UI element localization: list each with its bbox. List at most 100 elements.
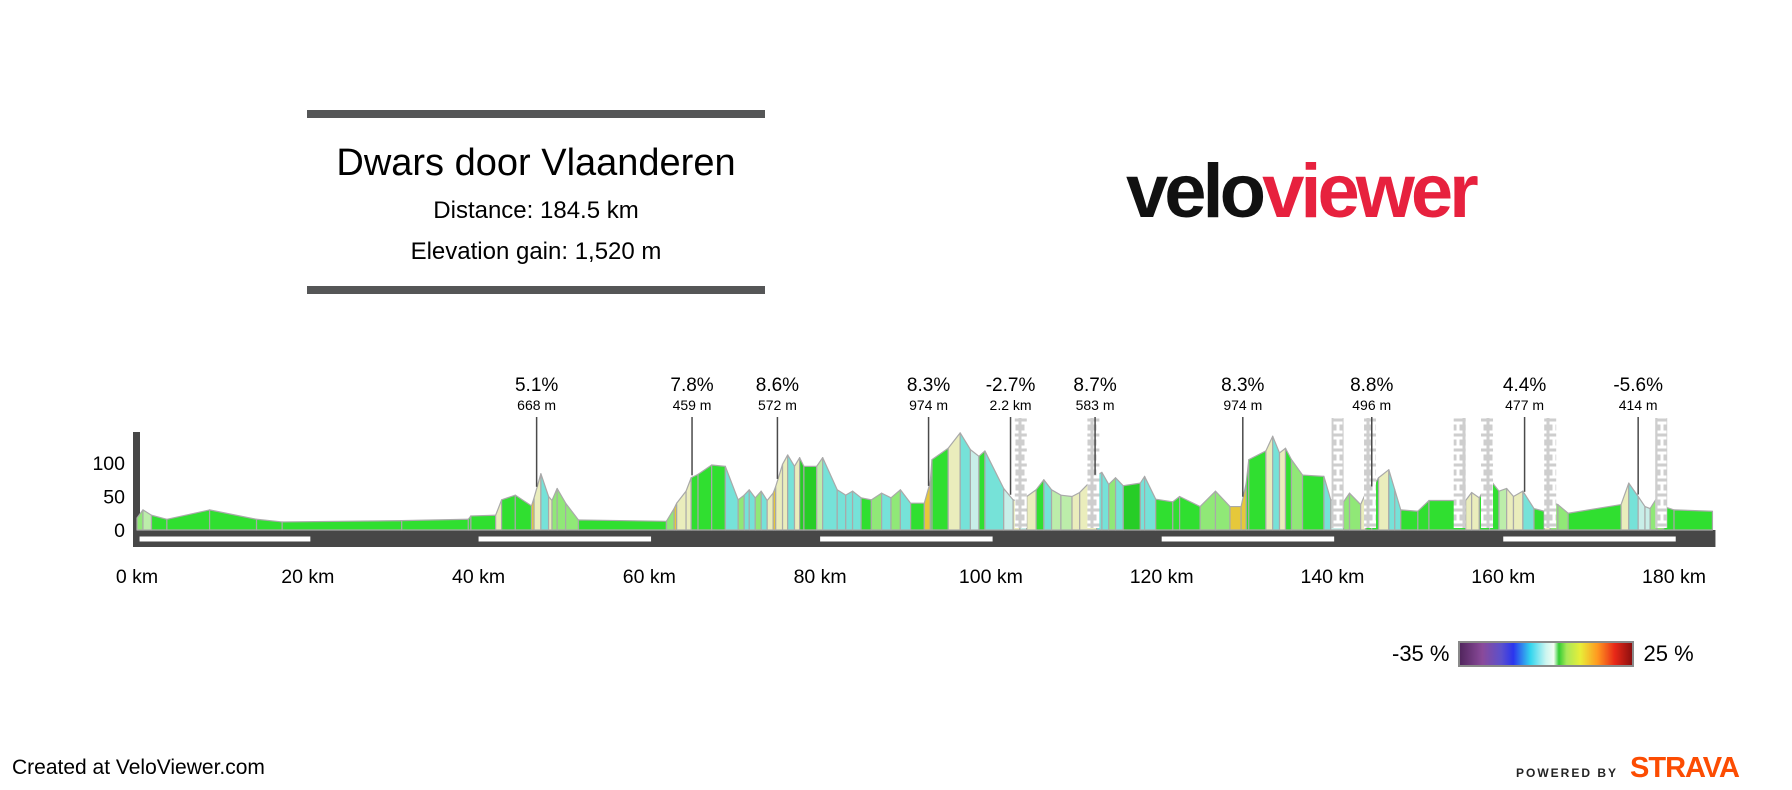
distance-marker-bar (139, 536, 311, 542)
profile-segment (1172, 495, 1181, 531)
profile-segment (1471, 491, 1480, 531)
powered-by-strava: POWERED BY STRAVA (1516, 752, 1740, 785)
profile-segment (1394, 489, 1402, 531)
climb-length-label: 974 m (909, 397, 948, 413)
profile-segment (1026, 489, 1037, 531)
title-block: Dwars door Vlaanderen Distance: 184.5 km… (307, 110, 765, 294)
distance-marker-bar (820, 536, 993, 542)
climb-gradient-label: 8.6% (756, 375, 799, 396)
profile-segment (1644, 505, 1651, 531)
x-axis-tick-label: 120 km (1130, 566, 1194, 588)
veloviewer-logo: veloviewer (1126, 154, 1479, 230)
profile-segment (845, 490, 854, 531)
profile-segment (781, 454, 789, 531)
y-axis-tick-label: 0 (114, 520, 125, 542)
profile-segment (890, 489, 901, 531)
profile-segment (1060, 494, 1073, 531)
profile-segment (208, 509, 258, 531)
profile-segment (899, 489, 912, 531)
profile-segment (860, 497, 872, 531)
profile-segment (540, 473, 550, 531)
title-divider-bottom (307, 286, 765, 294)
profile-segment (1108, 477, 1117, 531)
climb-gradient-label: 5.1% (515, 375, 558, 396)
y-axis-tick-label: 100 (92, 453, 125, 475)
profile-segment (959, 432, 972, 531)
profile-segment (881, 492, 892, 531)
profile-segment (978, 450, 986, 531)
elevation-gain-text: Elevation gain: 1,520 m (410, 238, 662, 265)
profile-segment (1673, 509, 1714, 531)
climb-gradient-label: 8.3% (907, 375, 950, 396)
profile-segment (690, 473, 699, 531)
profile-segment (255, 518, 283, 531)
cobble-sector-icon (1087, 418, 1100, 528)
profile-segment (1272, 435, 1281, 531)
climb-length-label: 974 m (1223, 397, 1262, 413)
x-axis-tick-label: 20 km (281, 566, 334, 588)
climb-length-label: 668 m (517, 397, 556, 413)
climb-length-label: 2.2 km (990, 397, 1032, 413)
profile-segment (737, 494, 745, 531)
logo-viewer-text: viewer (1262, 149, 1479, 234)
profile-segment (565, 502, 580, 531)
x-axis-tick-label: 100 km (959, 566, 1023, 588)
profile-segment (947, 432, 961, 531)
climb-gradient-label: -2.7% (986, 375, 1036, 396)
profile-segment (1071, 491, 1081, 531)
profile-segment (743, 489, 750, 531)
profile-segment (1240, 482, 1247, 531)
profile-segment (1301, 474, 1325, 531)
profile-segment (1144, 475, 1157, 531)
x-axis-tick-label: 140 km (1300, 566, 1364, 588)
profile-segment (150, 514, 168, 531)
climb-gradient-label: 8.7% (1073, 375, 1116, 396)
climb-length-label: 496 m (1352, 397, 1391, 413)
x-axis-tick-label: 80 km (794, 566, 847, 588)
profile-segment (1342, 492, 1351, 531)
profile-segment (984, 450, 1005, 531)
profile-segment (754, 490, 762, 531)
cobble-sector-icon (1364, 418, 1377, 528)
profile-segment (816, 457, 824, 531)
profile-segment (748, 489, 756, 531)
profile-segment (799, 457, 805, 531)
profile-segment (1323, 475, 1332, 531)
profile-segment (1465, 491, 1473, 531)
profile-segment (1248, 450, 1267, 531)
legend-min-label: -35 % (1392, 641, 1450, 666)
chart-root: 5.1%668 m7.8%459 m8.6%572 m8.3%974 m-2.7… (92, 375, 1716, 588)
profile-segment (724, 465, 739, 531)
profile-segment (166, 509, 211, 531)
strava-logo-text: STRAVA (1630, 752, 1740, 784)
profile-segment (1506, 487, 1515, 531)
profile-segment (1003, 487, 1014, 531)
powered-by-text: POWERED BY (1516, 766, 1619, 780)
profile-segment (793, 457, 801, 531)
profile-segment (1114, 477, 1124, 531)
x-axis-tick-label: 60 km (623, 566, 676, 588)
climb-gradient-label: 8.8% (1350, 375, 1393, 396)
climb-gradient-label: 4.4% (1503, 375, 1546, 396)
profile-segment (1050, 489, 1062, 531)
profile-segment (551, 487, 558, 531)
profile-segment (1290, 459, 1304, 531)
profile-segment (1533, 507, 1545, 531)
profile-segment (514, 494, 533, 531)
profile-segment (1620, 482, 1630, 531)
distance-marker-bar (1503, 536, 1676, 542)
profile-segment (1122, 482, 1141, 531)
profile-segment (685, 477, 692, 531)
profile-segment (766, 492, 774, 531)
profile-segment (401, 518, 469, 531)
cobble-sector-icon (1481, 418, 1494, 528)
profile-segment (1101, 471, 1110, 531)
profile-segment (1265, 435, 1274, 531)
profile-segment (1567, 503, 1622, 531)
gradient-legend: -35 % 25 % (1392, 641, 1694, 667)
profile-segment (1199, 490, 1217, 531)
profile-segment (1512, 490, 1524, 531)
profile-segment (836, 489, 847, 531)
profile-segment (803, 465, 818, 531)
